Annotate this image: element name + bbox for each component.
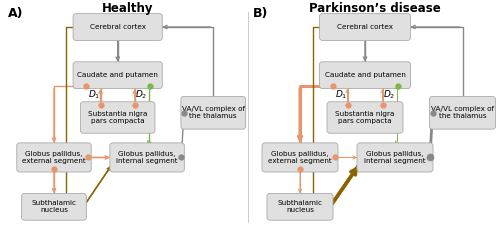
Text: VA/VL complex of
the thalamus: VA/VL complex of the thalamus [182, 106, 245, 119]
FancyBboxPatch shape [320, 62, 410, 89]
FancyBboxPatch shape [73, 62, 162, 89]
Text: $D_2$: $D_2$ [135, 89, 147, 102]
Text: Caudate and putamen: Caudate and putamen [78, 72, 158, 78]
Text: VA/VL complex of
the thalamus: VA/VL complex of the thalamus [431, 106, 494, 119]
Text: Globus pallidus,
external segment: Globus pallidus, external segment [22, 151, 86, 164]
FancyBboxPatch shape [327, 102, 403, 133]
FancyBboxPatch shape [22, 193, 86, 220]
Text: Parkinson’s disease: Parkinson’s disease [309, 2, 441, 15]
Text: Globus pallidus,
internal segment: Globus pallidus, internal segment [364, 151, 426, 164]
FancyBboxPatch shape [181, 96, 246, 129]
Text: Substantia nigra
pars compacta: Substantia nigra pars compacta [88, 111, 148, 124]
Text: A): A) [8, 7, 23, 20]
Text: $D_1$: $D_1$ [88, 89, 101, 102]
Text: B): B) [252, 7, 268, 20]
FancyBboxPatch shape [17, 143, 91, 172]
Text: Cerebral cortex: Cerebral cortex [90, 24, 146, 30]
Text: Cerebral cortex: Cerebral cortex [337, 24, 393, 30]
FancyBboxPatch shape [357, 143, 433, 172]
FancyBboxPatch shape [73, 14, 162, 40]
Text: Healthy: Healthy [102, 2, 153, 15]
Text: $D_2$: $D_2$ [382, 89, 395, 102]
FancyBboxPatch shape [80, 102, 155, 133]
FancyBboxPatch shape [267, 193, 333, 220]
FancyBboxPatch shape [262, 143, 338, 172]
Text: Globus pallidus,
internal segment: Globus pallidus, internal segment [116, 151, 178, 164]
Text: Subthalamic
nucleus: Subthalamic nucleus [32, 200, 76, 213]
Text: Caudate and putamen: Caudate and putamen [324, 72, 406, 78]
FancyBboxPatch shape [320, 14, 410, 40]
Text: $D_1$: $D_1$ [335, 89, 347, 102]
FancyBboxPatch shape [430, 96, 496, 129]
Text: Globus pallidus,
external segment: Globus pallidus, external segment [268, 151, 332, 164]
Text: Subthalamic
nucleus: Subthalamic nucleus [278, 200, 322, 213]
Text: Substantia nigra
pars compacta: Substantia nigra pars compacta [336, 111, 394, 124]
FancyBboxPatch shape [110, 143, 184, 172]
